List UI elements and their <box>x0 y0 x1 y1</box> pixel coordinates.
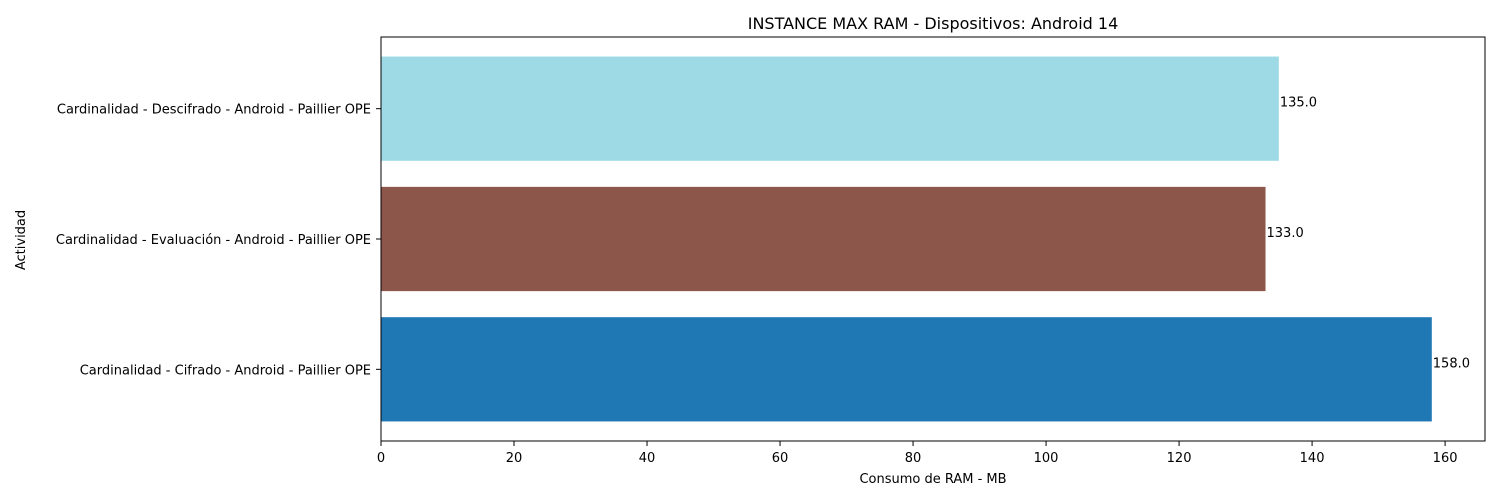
y-axis-label: Actividad <box>14 210 29 270</box>
value-labels-group: 158.0 133.0 135.0 <box>1267 96 1470 372</box>
x-tick-label: 60 <box>772 451 789 466</box>
x-tick-label: 160 <box>1433 451 1458 466</box>
y-tick-label: Cardinalidad - Cifrado - Android - Paill… <box>80 363 371 378</box>
x-axis-ticks: 0 20 40 60 80 100 120 140 160 <box>377 441 1458 466</box>
bar-value-label: 135.0 <box>1280 96 1317 111</box>
x-tick-label: 120 <box>1167 451 1192 466</box>
bar <box>381 317 1432 422</box>
plot-frame <box>380 36 1486 442</box>
y-tick-label: Cardinalidad - Evaluación - Android - Pa… <box>56 233 371 248</box>
bar <box>381 56 1279 161</box>
x-axis-label: Consumo de RAM - MB <box>859 472 1006 487</box>
x-tick-label: 0 <box>377 451 385 466</box>
bar-value-label: 133.0 <box>1267 226 1304 241</box>
x-tick-label: 80 <box>905 451 922 466</box>
x-tick-label: 140 <box>1300 451 1325 466</box>
bar-value-label: 158.0 <box>1433 356 1470 371</box>
x-tick-label: 40 <box>639 451 656 466</box>
bars-group <box>381 56 1432 422</box>
x-tick-label: 100 <box>1034 451 1059 466</box>
chart-title: INSTANCE MAX RAM - Dispositivos: Android… <box>748 14 1119 33</box>
y-axis-ticks: Cardinalidad - Cifrado - Android - Paill… <box>56 103 381 378</box>
x-tick-label: 20 <box>506 451 523 466</box>
bar <box>381 186 1266 292</box>
y-tick-label: Cardinalidad - Descifrado - Android - Pa… <box>57 103 371 118</box>
